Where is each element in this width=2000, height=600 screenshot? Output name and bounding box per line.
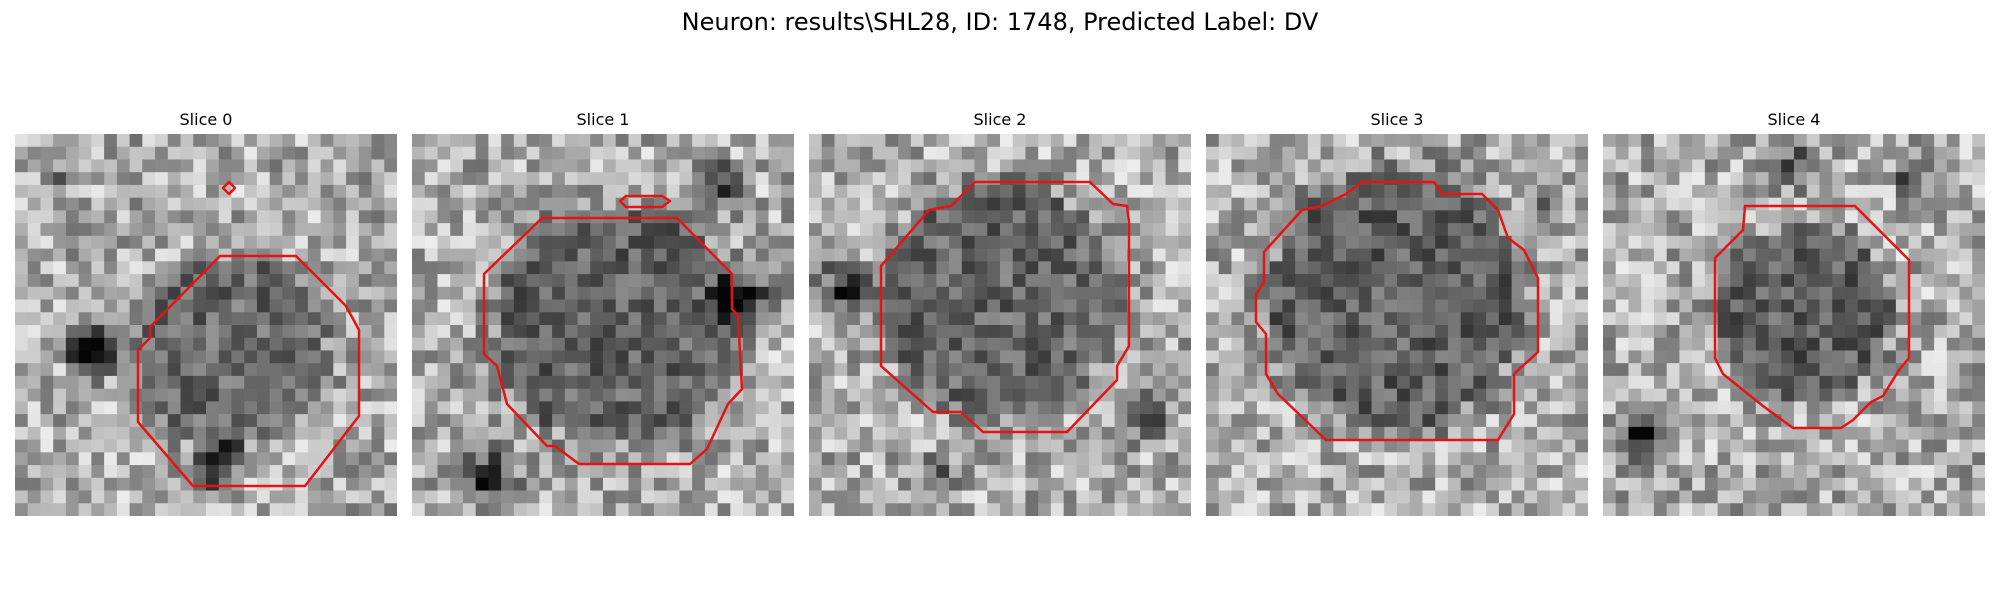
segmentation-contour [879, 180, 1131, 434]
slice-image-1 [412, 134, 794, 516]
slice-panel-2: Slice 2 [809, 110, 1191, 520]
slice-title-3: Slice 3 [1370, 110, 1424, 129]
segmentation-contour [136, 254, 361, 488]
slice-title-4: Slice 4 [1767, 110, 1821, 129]
figure-title: Neuron: results\SHL28, ID: 1748, Predict… [681, 8, 1319, 36]
slice-title-2: Slice 2 [973, 110, 1027, 129]
slice-image-3 [1206, 134, 1588, 516]
slice-title-0: Slice 0 [179, 110, 233, 129]
segmentation-contour [1713, 204, 1911, 430]
slice-image-0 [15, 134, 397, 516]
slice-image-4 [1603, 134, 1985, 516]
slice-panel-1: Slice 1 [412, 110, 794, 520]
segmentation-contour [482, 216, 744, 466]
slice-title-1: Slice 1 [576, 110, 630, 129]
slice-image-2 [809, 134, 1191, 516]
segmentation-contour [1254, 180, 1540, 442]
slice-panel-0: Slice 0 [15, 110, 397, 520]
slice-panel-3: Slice 3 [1206, 110, 1588, 520]
segmentation-contour [221, 180, 237, 196]
slice-panel-4: Slice 4 [1603, 110, 1985, 520]
segmentation-contour [618, 194, 672, 209]
